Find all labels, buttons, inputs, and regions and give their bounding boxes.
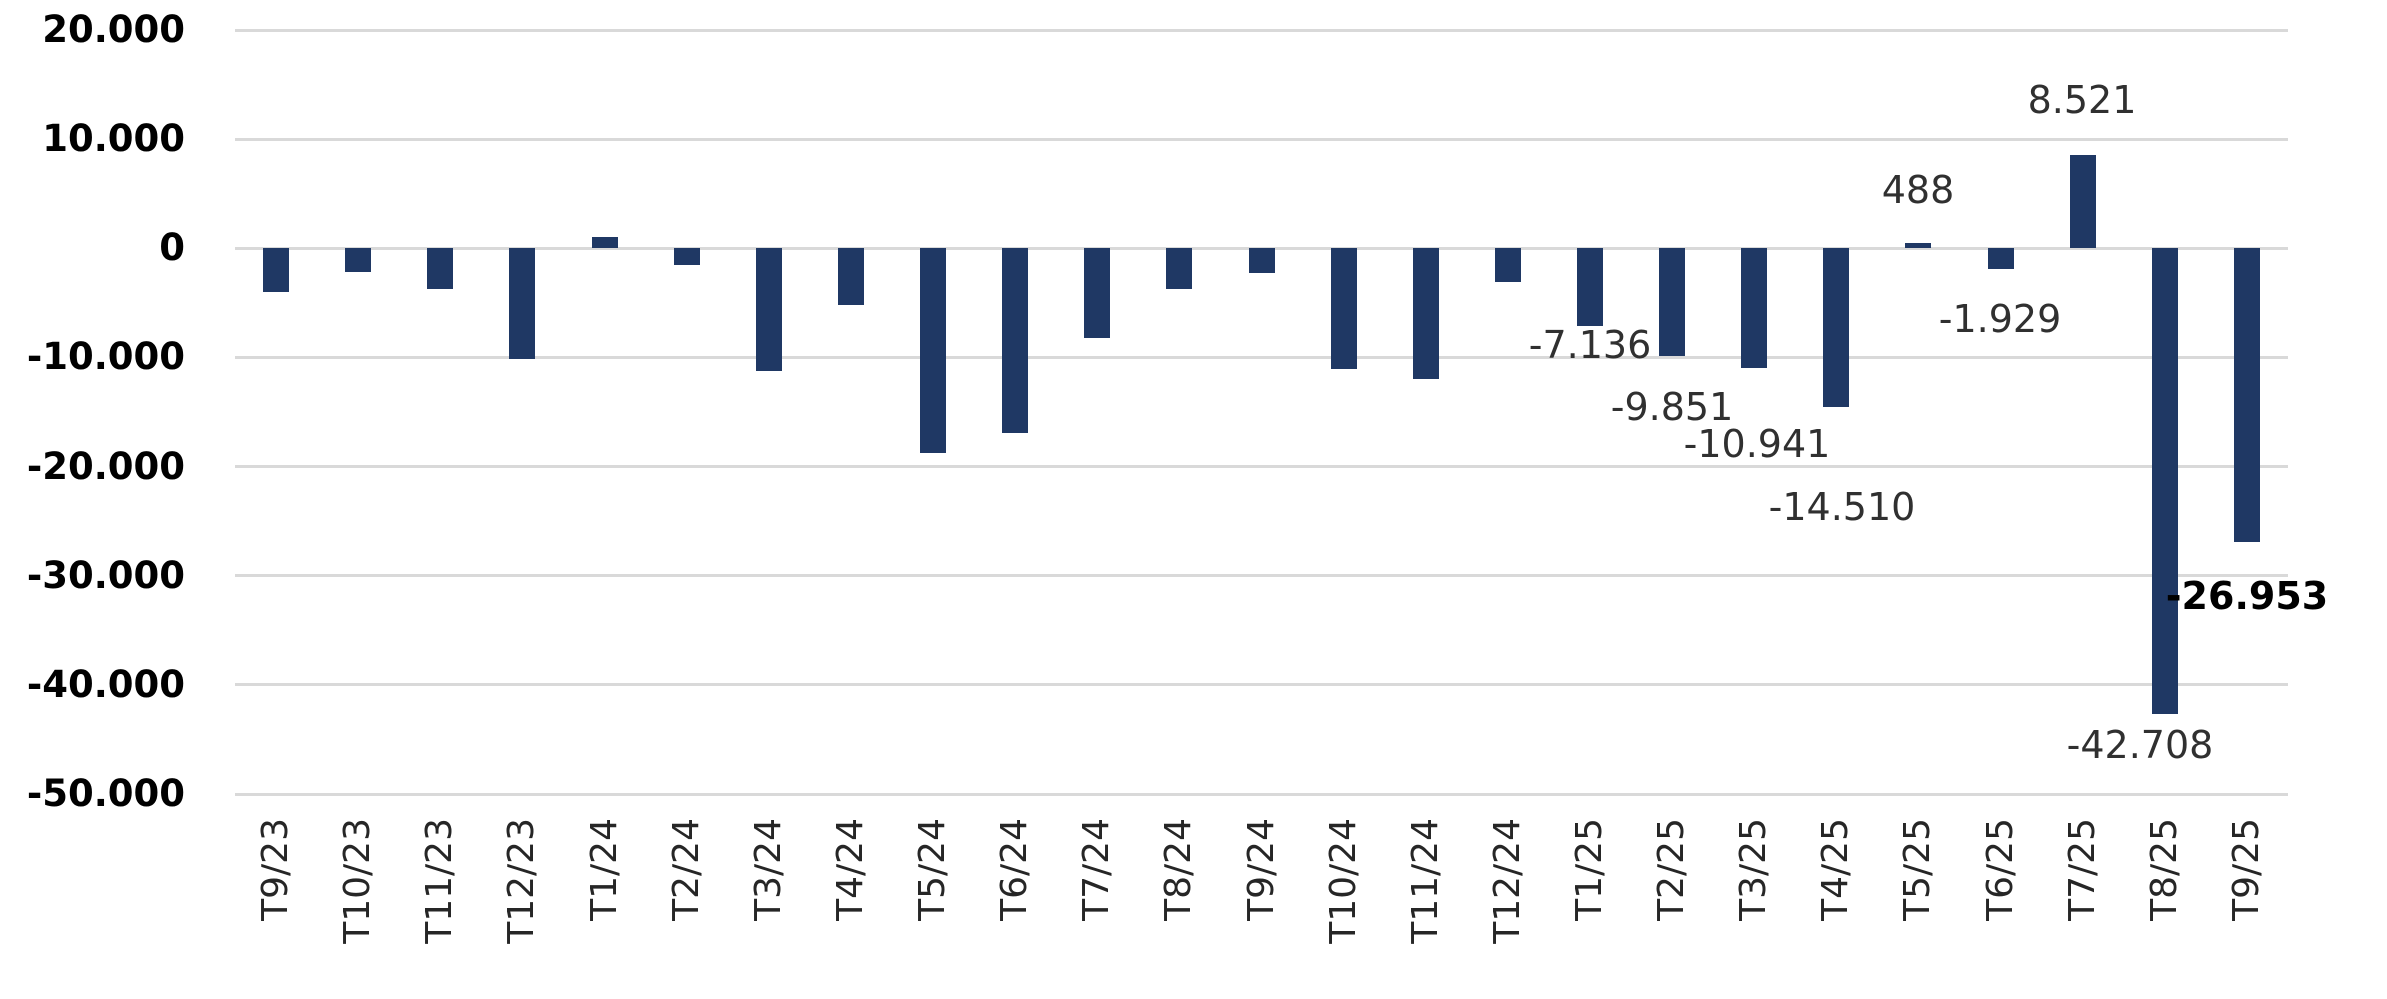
y-tick-label--50000: -50.000 <box>26 772 185 815</box>
bar-t8-24 <box>1166 248 1193 289</box>
bar-t9-23 <box>263 248 290 293</box>
bar-t3-25 <box>1741 248 1768 368</box>
data-label-t2-25: -9.851 <box>1610 385 1734 429</box>
gridline--50000 <box>235 792 2288 796</box>
gridline--10000 <box>235 355 2288 359</box>
x-label-t7-25: T7/25 <box>2061 818 2103 921</box>
gridline--20000 <box>235 465 2288 469</box>
bar-t12-23 <box>509 248 536 359</box>
bar-t5-24 <box>920 248 947 454</box>
data-label-t5-25: 488 <box>1881 168 1955 212</box>
x-label-t2-24: T2/24 <box>665 818 707 921</box>
y-tick-label--30000: -30.000 <box>26 553 185 597</box>
bar-t2-24 <box>673 248 700 266</box>
x-label-t9-23: T9/23 <box>255 818 297 921</box>
x-label-t3-24: T3/24 <box>747 818 789 921</box>
gridline-10000 <box>235 137 2288 141</box>
x-label-t3-25: T3/25 <box>1733 818 1775 921</box>
x-label-t6-25: T6/25 <box>1979 818 2021 921</box>
gridline--40000 <box>235 683 2288 687</box>
x-label-t7-24: T7/24 <box>1076 818 1118 921</box>
x-label-t8-24: T8/24 <box>1158 818 1200 921</box>
bar-t4-25 <box>1823 248 1850 407</box>
bar-t10-24 <box>1330 248 1357 370</box>
bar-t5-25 <box>1905 242 1932 249</box>
y-tick-label--20000: -20.000 <box>26 444 185 488</box>
x-label-t12-23: T12/23 <box>501 818 543 944</box>
bar-t12-24 <box>1494 248 1521 283</box>
x-label-t10-24: T10/24 <box>1322 818 1364 944</box>
x-label-t10-23: T10/23 <box>337 818 379 944</box>
bar-t10-23 <box>345 248 372 273</box>
data-label-t1-25: -7.136 <box>1528 323 1652 367</box>
x-label-t11-23: T11/23 <box>419 818 461 944</box>
data-label-t7-25: 8.521 <box>2027 78 2137 122</box>
bar-t11-24 <box>1412 248 1439 380</box>
bar-t11-23 <box>427 248 454 289</box>
data-label-t4-25: -14.510 <box>1768 485 1916 529</box>
x-label-t8-25: T8/25 <box>2143 818 2185 921</box>
bar-t1-25 <box>1576 248 1603 327</box>
bar-t2-25 <box>1659 248 1686 356</box>
x-label-t6-24: T6/24 <box>994 818 1036 921</box>
bar-t7-24 <box>1084 248 1111 339</box>
bar-t1-24 <box>591 237 618 249</box>
bar-t6-25 <box>1987 248 2014 270</box>
data-label-t3-25: -10.941 <box>1683 422 1831 466</box>
bar-t9-25 <box>2233 248 2260 543</box>
x-label-t12-24: T12/24 <box>1486 818 1528 944</box>
x-label-t4-25: T4/25 <box>1815 818 1857 921</box>
x-label-t5-24: T5/24 <box>912 818 954 921</box>
x-label-t1-24: T1/24 <box>583 818 625 921</box>
y-tick-label-0: 0 <box>159 226 185 270</box>
bar-t7-25 <box>2069 155 2096 249</box>
data-label-t9-25: -26.953 <box>2165 574 2329 618</box>
x-label-t9-25: T9/25 <box>2225 818 2267 921</box>
y-tick-label--40000: -40.000 <box>26 662 185 706</box>
bar-t4-24 <box>837 248 864 306</box>
x-label-t1-25: T1/25 <box>1568 818 1610 921</box>
gridline--30000 <box>235 574 2288 578</box>
data-label-t6-25: -1.929 <box>1938 297 2062 341</box>
x-label-t5-25: T5/25 <box>1897 818 1939 921</box>
gridline-20000 <box>235 28 2288 32</box>
x-label-t11-24: T11/24 <box>1404 818 1446 944</box>
x-label-t9-24: T9/24 <box>1240 818 1282 921</box>
bar-t9-24 <box>1248 248 1275 274</box>
bar-t8-25 <box>2151 248 2178 715</box>
x-label-t2-25: T2/25 <box>1651 818 1693 921</box>
y-tick-label--10000: -10.000 <box>26 335 185 379</box>
bar-t3-24 <box>755 248 782 372</box>
bar-t6-24 <box>1002 248 1029 434</box>
y-tick-label-20000: 20.000 <box>42 8 185 51</box>
y-tick-label-10000: 10.000 <box>42 117 185 161</box>
x-label-t4-24: T4/24 <box>829 818 871 921</box>
data-label-t8-25: -42.708 <box>2066 723 2214 767</box>
